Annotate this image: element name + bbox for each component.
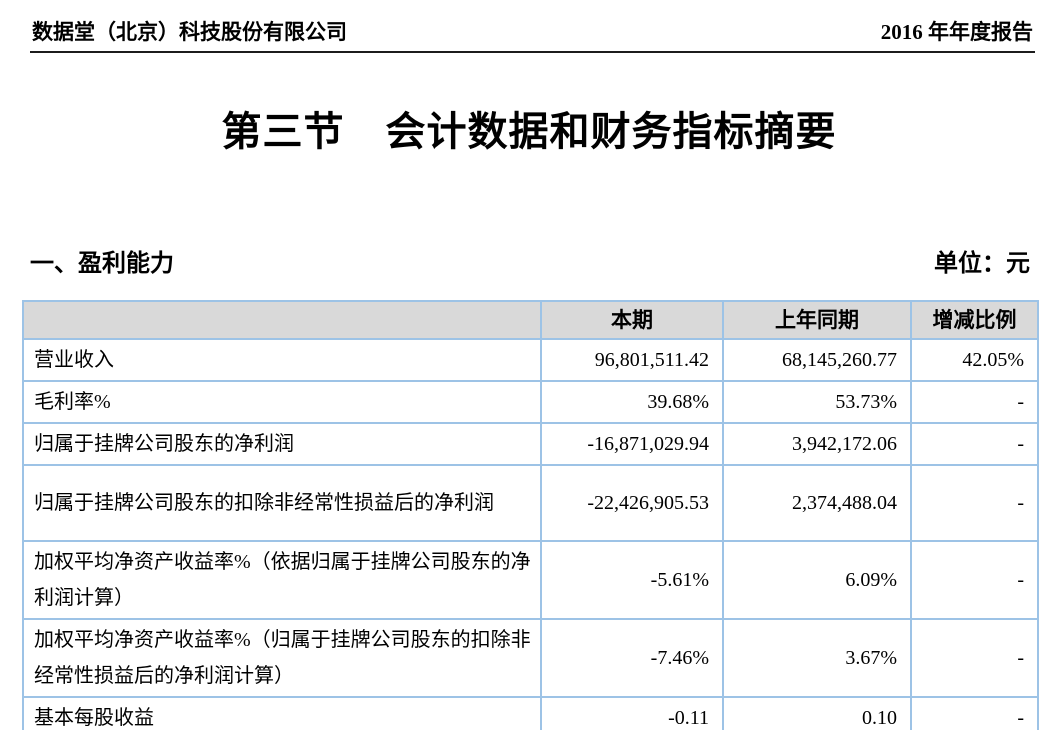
row-change-value: - — [910, 380, 1039, 424]
row-label: 加权平均净资产收益率%（归属于挂牌公司股东的扣除非经常性损益后的净利润计算） — [22, 618, 542, 698]
row-change-value: - — [910, 696, 1039, 730]
row-change-value: 42.05% — [910, 338, 1039, 382]
header-cell-change: 增减比例 — [910, 300, 1039, 340]
table-row: 加权平均净资产收益率%（依据归属于挂牌公司股东的净利润计算） -5.61% 6.… — [22, 540, 1039, 620]
row-current-value: -16,871,029.94 — [540, 422, 724, 466]
row-change-value: - — [910, 618, 1039, 698]
header-cell-blank — [22, 300, 542, 340]
profitability-table: 本期 上年同期 增减比例 营业收入 96,801,511.42 68,145,2… — [22, 300, 1039, 730]
row-label: 归属于挂牌公司股东的扣除非经常性损益后的净利润 — [22, 464, 542, 542]
table-row: 归属于挂牌公司股东的净利润 -16,871,029.94 3,942,172.0… — [22, 422, 1039, 466]
section-row: 一、盈利能力 单位：元 — [30, 243, 1030, 278]
row-label: 毛利率% — [22, 380, 542, 424]
section-heading: 一、盈利能力 — [30, 250, 174, 277]
row-label: 加权平均净资产收益率%（依据归属于挂牌公司股东的净利润计算） — [22, 540, 542, 620]
table-row: 基本每股收益 -0.11 0.10 - — [22, 696, 1039, 730]
row-prior-value: 3,942,172.06 — [722, 422, 912, 466]
row-label: 基本每股收益 — [22, 696, 542, 730]
row-current-value: -0.11 — [540, 696, 724, 730]
row-current-value: -22,426,905.53 — [540, 464, 724, 542]
row-current-value: -5.61% — [540, 540, 724, 620]
row-change-value: - — [910, 464, 1039, 542]
row-prior-value: 6.09% — [722, 540, 912, 620]
row-prior-value: 53.73% — [722, 380, 912, 424]
company-name: 数据堂（北京）科技股份有限公司 — [32, 20, 347, 44]
row-current-value: -7.46% — [540, 618, 724, 698]
row-change-value: - — [910, 540, 1039, 620]
profitability-table-body: 营业收入 96,801,511.42 68,145,260.77 42.05% … — [22, 338, 1039, 730]
row-current-value: 96,801,511.42 — [540, 338, 724, 382]
header-cell-prior: 上年同期 — [722, 300, 912, 340]
row-prior-value: 0.10 — [722, 696, 912, 730]
row-current-value: 39.68% — [540, 380, 724, 424]
unit-label: 单位：元 — [934, 250, 1030, 277]
table-row: 归属于挂牌公司股东的扣除非经常性损益后的净利润 -22,426,905.53 2… — [22, 464, 1039, 542]
table-header: 本期 上年同期 增减比例 — [22, 300, 1039, 340]
row-label: 营业收入 — [22, 338, 542, 382]
row-prior-value: 2,374,488.04 — [722, 464, 912, 542]
row-change-value: - — [910, 422, 1039, 466]
page-title: 第三节 会计数据和财务指标摘要 — [221, 110, 837, 154]
report-title: 2016 年年度报告 — [880, 20, 1033, 44]
table-row: 毛利率% 39.68% 53.73% - — [22, 380, 1039, 424]
table-row: 加权平均净资产收益率%（归属于挂牌公司股东的扣除非经常性损益后的净利润计算） -… — [22, 618, 1039, 698]
row-prior-value: 3.67% — [722, 618, 912, 698]
header-cell-current: 本期 — [540, 300, 724, 340]
row-prior-value: 68,145,260.77 — [722, 338, 912, 382]
page-header: 数据堂（北京）科技股份有限公司 2016 年年度报告 — [30, 0, 1035, 53]
row-label: 归属于挂牌公司股东的净利润 — [22, 422, 542, 466]
table-row: 营业收入 96,801,511.42 68,145,260.77 42.05% — [22, 338, 1039, 382]
